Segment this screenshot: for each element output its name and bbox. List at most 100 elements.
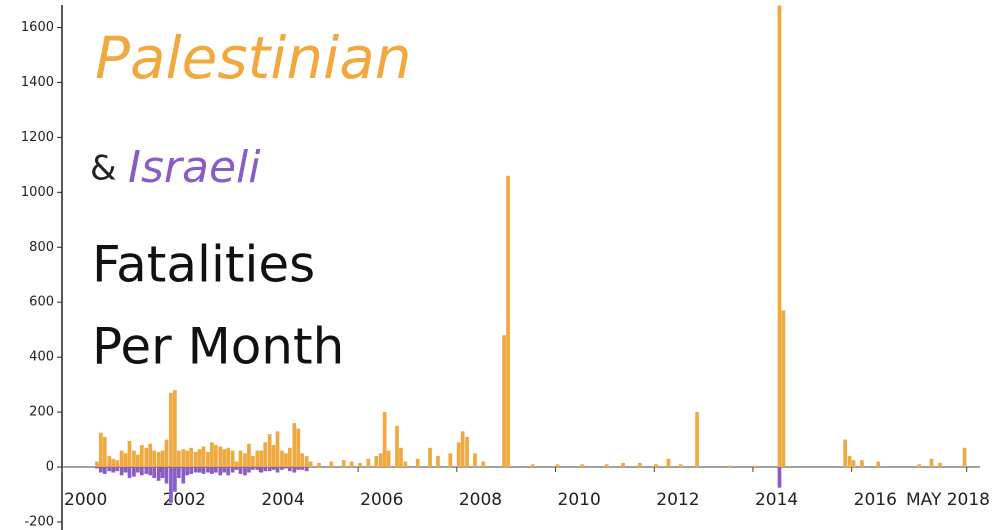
bar: [843, 439, 847, 468]
bar: [752, 465, 757, 468]
bar: [218, 467, 223, 476]
bar: [296, 467, 301, 470]
bar: [144, 447, 149, 468]
bar: [148, 443, 153, 468]
bar: [156, 467, 161, 481]
y-tick-label: 600: [29, 295, 54, 310]
bar: [139, 445, 144, 468]
bar: [247, 443, 251, 468]
bar: [860, 460, 864, 468]
bar: [99, 432, 103, 468]
y-tick-label: 1000: [21, 185, 54, 200]
bar: [267, 434, 272, 468]
bar: [374, 456, 379, 468]
bar: [160, 450, 165, 468]
bar: [119, 467, 124, 476]
bar: [201, 446, 206, 468]
bar: [185, 467, 190, 476]
bar: [164, 439, 169, 468]
bar: [197, 467, 202, 473]
bar: [358, 462, 362, 468]
bar: [506, 175, 510, 468]
bar: [621, 462, 625, 468]
bar: [238, 450, 243, 468]
bar: [206, 467, 210, 473]
y-tick-label: 400: [29, 350, 54, 365]
x-tick-label: MAY 2018: [906, 490, 990, 510]
bar: [460, 431, 465, 468]
bar: [255, 450, 260, 468]
bar: [399, 447, 403, 468]
bar: [259, 450, 264, 468]
bar: [271, 467, 276, 470]
bar: [962, 447, 967, 468]
bar: [473, 453, 477, 468]
bar: [288, 447, 292, 468]
bar: [206, 451, 210, 468]
bar: [169, 392, 173, 468]
bar: [777, 467, 782, 488]
bar: [181, 449, 186, 468]
bar: [292, 467, 297, 473]
bar: [296, 428, 301, 468]
bar: [173, 467, 177, 492]
bar: [243, 467, 247, 476]
x-tick-label: 2012: [656, 490, 699, 510]
bar: [481, 461, 486, 468]
x-tick-label: 2008: [459, 490, 502, 510]
y-tick-label: -200: [24, 515, 54, 530]
title-palestinian: Palestinian: [95, 24, 412, 92]
bar: [132, 467, 136, 477]
bar: [847, 456, 852, 468]
bar: [144, 467, 149, 474]
title-israeli: Israeli: [128, 142, 261, 193]
bar: [222, 449, 227, 468]
bar: [637, 462, 642, 468]
bar: [284, 453, 288, 468]
bar: [284, 467, 288, 469]
bar: [156, 451, 161, 468]
bar: [781, 310, 786, 468]
bar: [115, 460, 120, 468]
bar: [247, 467, 251, 473]
bar: [251, 456, 255, 468]
bar: [851, 460, 856, 468]
bar: [176, 467, 181, 479]
bar: [308, 461, 313, 468]
y-tick-label: 1600: [21, 20, 54, 35]
bar: [263, 442, 268, 468]
bar: [210, 467, 214, 474]
bar: [243, 453, 247, 468]
bar: [189, 447, 194, 468]
bar: [777, 5, 782, 468]
bar: [255, 467, 260, 470]
bar: [275, 431, 280, 468]
bar: [666, 458, 671, 468]
bar: [193, 467, 198, 473]
bar: [728, 465, 732, 468]
bar: [386, 450, 391, 468]
bar: [139, 467, 144, 476]
bar: [929, 458, 934, 468]
bar: [288, 467, 292, 472]
title-fatalities: Fatalities: [92, 236, 315, 294]
bar: [214, 467, 218, 473]
y-tick-label: 200: [29, 405, 54, 420]
bar: [136, 467, 140, 473]
bar: [580, 464, 584, 468]
bar: [366, 458, 371, 468]
bar: [181, 467, 186, 484]
bar: [152, 467, 157, 479]
bar: [111, 467, 116, 473]
bar: [214, 445, 218, 468]
x-tick-label: 2014: [755, 490, 798, 510]
bar: [938, 462, 942, 468]
bar: [123, 453, 128, 468]
bar: [304, 467, 309, 472]
title-and: &: [90, 149, 117, 189]
bar: [304, 456, 309, 468]
bar: [226, 467, 231, 476]
bar: [115, 467, 120, 472]
bar: [234, 461, 239, 468]
